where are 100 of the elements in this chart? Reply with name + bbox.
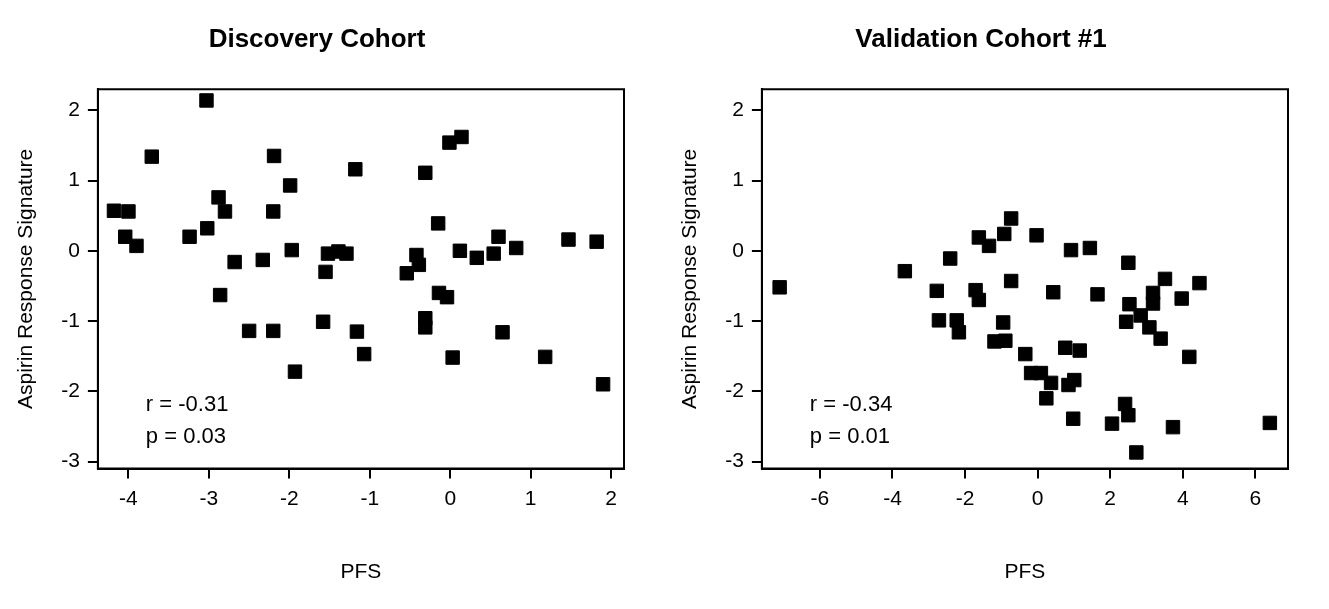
point	[981, 238, 997, 254]
chart-title: Discovery Cohort	[208, 22, 426, 53]
point	[121, 204, 136, 219]
point	[1065, 411, 1081, 426]
point	[1104, 416, 1120, 431]
y-tick-label: 0	[732, 237, 744, 261]
x-tick-label: 4	[1176, 486, 1189, 509]
y-tick-label: -1	[725, 307, 744, 331]
point	[995, 315, 1011, 330]
point	[418, 320, 433, 335]
x-tick-label: 2	[1104, 486, 1117, 509]
point	[418, 165, 433, 181]
point	[1057, 340, 1073, 355]
point	[1133, 308, 1148, 323]
point	[469, 250, 484, 266]
point	[1018, 346, 1033, 362]
point	[212, 287, 228, 303]
point	[1129, 445, 1144, 460]
point	[1029, 228, 1044, 243]
annotation: p = 0.01	[809, 422, 891, 448]
point	[589, 234, 604, 249]
point	[452, 243, 468, 259]
point	[595, 377, 611, 392]
y-tick-label: 2	[732, 97, 744, 121]
annotation: r = -0.31	[145, 390, 229, 416]
point	[1174, 291, 1189, 306]
annotation: r = -0.34	[809, 390, 893, 416]
x-tick-label: -2	[955, 486, 975, 509]
point	[491, 229, 506, 244]
point	[1039, 391, 1054, 406]
point	[931, 313, 947, 328]
x-tick-label: -4	[119, 486, 139, 509]
point	[495, 325, 510, 340]
point	[942, 251, 958, 266]
x-axis-title: PFS	[340, 559, 382, 583]
point	[1192, 275, 1207, 291]
point	[1153, 331, 1168, 346]
x-tick-label: 1	[524, 486, 537, 509]
point	[315, 314, 331, 329]
point	[282, 178, 298, 193]
point	[118, 229, 133, 244]
x-tick-label: -1	[360, 486, 380, 509]
point	[561, 232, 576, 247]
point	[217, 204, 233, 219]
point	[454, 129, 469, 145]
point	[266, 204, 281, 219]
point	[287, 364, 303, 379]
y-tick-label: -2	[61, 378, 80, 402]
y-axis-title: Aspirin Response Signature	[677, 148, 701, 410]
point	[1072, 343, 1087, 358]
x-tick-label: 0	[1031, 486, 1044, 509]
x-tick-label: -4	[883, 486, 903, 509]
point	[439, 289, 455, 305]
point	[1182, 349, 1197, 365]
point	[971, 292, 987, 308]
x-tick-label: 2	[605, 486, 617, 509]
point	[1122, 296, 1137, 312]
point	[1082, 240, 1098, 256]
point	[199, 93, 214, 108]
x-axis-title: PFS	[1004, 559, 1046, 583]
point	[339, 246, 354, 261]
point	[266, 323, 281, 339]
point	[266, 148, 282, 164]
point	[442, 135, 457, 150]
y-tick-label: -1	[61, 307, 80, 331]
point	[129, 238, 144, 254]
x-tick-label: -3	[199, 486, 219, 509]
y-tick-label: 1	[68, 167, 80, 191]
point	[1003, 273, 1019, 289]
point	[508, 240, 524, 256]
point	[411, 257, 427, 273]
point	[399, 266, 415, 281]
y-tick-label: 2	[68, 97, 80, 121]
point	[227, 254, 242, 270]
point	[182, 229, 197, 244]
y-tick-label: -2	[725, 378, 744, 402]
point	[1067, 372, 1082, 388]
point	[241, 323, 257, 339]
y-axis-title: Aspirin Response Signature	[13, 148, 37, 410]
point	[897, 263, 913, 279]
point	[1157, 271, 1173, 287]
x-tick-label: -2	[279, 486, 299, 509]
x-tick-label: -6	[810, 486, 830, 509]
point	[348, 162, 363, 177]
point	[284, 242, 299, 258]
point	[1043, 375, 1059, 391]
point	[349, 324, 365, 339]
point	[1063, 242, 1079, 258]
point	[1121, 407, 1136, 423]
point	[1142, 320, 1157, 335]
point	[106, 203, 122, 218]
point	[1262, 415, 1278, 431]
point	[211, 190, 226, 205]
annotation: p = 0.03	[145, 422, 227, 448]
point	[255, 252, 271, 268]
y-tick-label: 0	[68, 237, 80, 261]
point	[1046, 285, 1061, 300]
y-tick-label: -3	[61, 448, 80, 472]
point	[144, 149, 159, 164]
point	[445, 350, 460, 365]
